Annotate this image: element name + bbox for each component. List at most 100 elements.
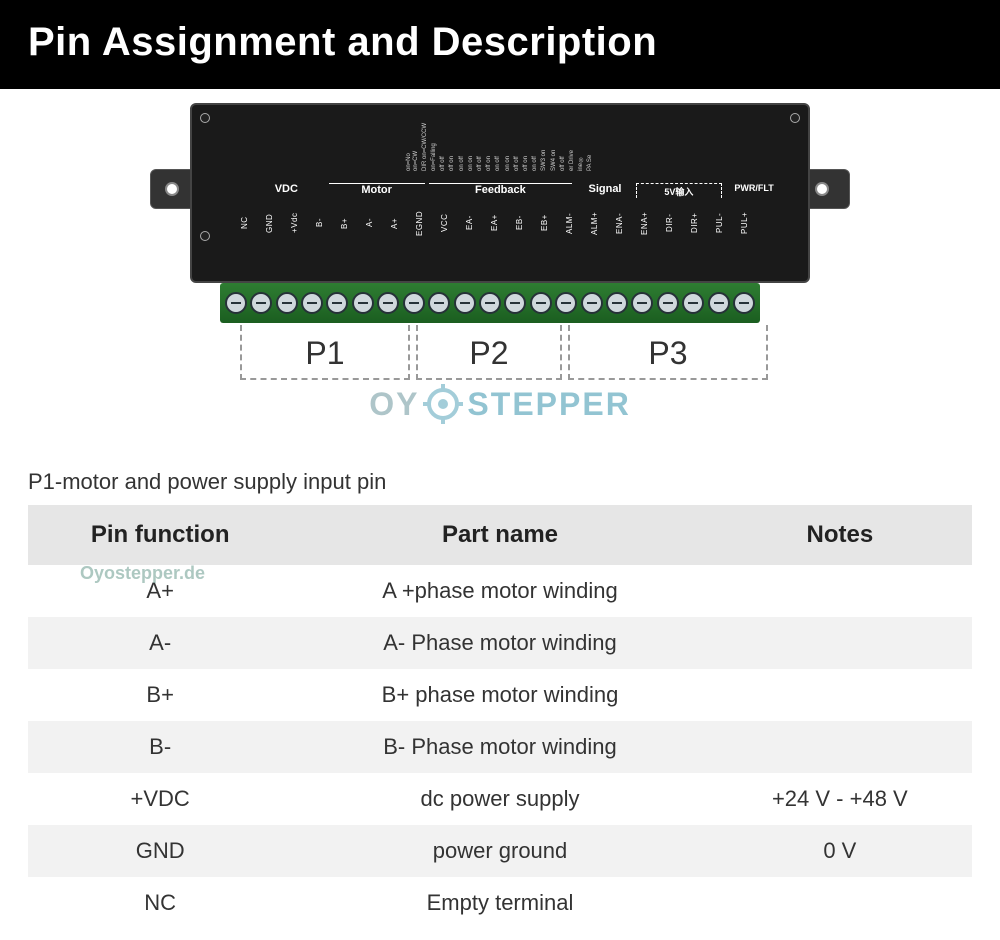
bracket-row: P1 P2 P3 [240, 325, 810, 380]
pin-label: ENA- [615, 203, 639, 243]
terminal-screw [581, 292, 603, 314]
pin-label: EB- [515, 203, 539, 243]
col-notes: Notes [708, 505, 972, 565]
col-pin-function: Pin function [28, 505, 292, 565]
pin-label: A- [365, 203, 389, 243]
terminal-screw [403, 292, 425, 314]
pin-label: GND [265, 203, 289, 243]
cell-pin-function: A+ [28, 565, 292, 617]
terminal-screw [352, 292, 374, 314]
section-signal: Signal [576, 183, 634, 198]
terminal-screw [555, 292, 577, 314]
cell-pin-function: +VDC [28, 773, 292, 825]
table-row: NCEmpty terminal [28, 877, 972, 929]
pin-label: EGND [415, 203, 439, 243]
pin-label: NC [240, 203, 264, 243]
cell-part-name: A +phase motor winding [292, 565, 707, 617]
terminal-screw [530, 292, 552, 314]
terminal-block [220, 283, 760, 323]
table-subtitle: P1-motor and power supply input pin [0, 469, 1000, 505]
gear-icon [423, 384, 463, 424]
section-pwr: PWR/FLT [730, 183, 778, 198]
section-feedback: Feedback [429, 183, 573, 198]
terminal-screw [606, 292, 628, 314]
cell-pin-function: B+ [28, 669, 292, 721]
terminal-screw [301, 292, 323, 314]
cell-pin-function: NC [28, 877, 292, 929]
watermark-stepper: STEPPER [467, 386, 630, 423]
cell-pin-function: B- [28, 721, 292, 773]
cell-part-name: power ground [292, 825, 707, 877]
terminal-screw [682, 292, 704, 314]
driver-board: on=Noon=CW DIR on=CW/CCW on=Falling off … [190, 103, 810, 283]
page-header: Pin Assignment and Description [0, 0, 1000, 89]
table-header-row: Pin function Part name Notes [28, 505, 972, 565]
bracket-p3: P3 [568, 325, 768, 380]
terminal-screw [733, 292, 755, 314]
terminal-screw [657, 292, 679, 314]
table-row: GNDpower ground0 V [28, 825, 972, 877]
cell-part-name: B- Phase motor winding [292, 721, 707, 773]
cell-part-name: dc power supply [292, 773, 707, 825]
section-motor: Motor [329, 183, 425, 198]
terminal-screw [454, 292, 476, 314]
terminal-screw [631, 292, 653, 314]
terminal-screw [326, 292, 348, 314]
terminal-screw [377, 292, 399, 314]
cell-notes [708, 669, 972, 721]
pin-label: DIR- [665, 203, 689, 243]
pin-label: B- [315, 203, 339, 243]
bracket-p2: P2 [416, 325, 562, 380]
section-5v: 5V输入 [636, 183, 722, 198]
terminal-screw [479, 292, 501, 314]
terminal-screw [708, 292, 730, 314]
pin-label: DIR+ [690, 203, 714, 243]
pin-labels-row: NCGND+VdcB-B+A-A+EGNDVCCEA-EA+EB-EB+ALM-… [192, 203, 808, 243]
bracket-p1: P1 [240, 325, 410, 380]
pin-label: PUL+ [740, 203, 764, 243]
table-row: A+A +phase motor winding [28, 565, 972, 617]
page-title: Pin Assignment and Description [28, 20, 972, 65]
dip-switch-area: on=Noon=CW DIR on=CW/CCW on=Falling off … [192, 105, 808, 175]
table-row: A-A- Phase motor winding [28, 617, 972, 669]
cell-notes: +24 V - +48 V [708, 773, 972, 825]
cell-pin-function: GND [28, 825, 292, 877]
cell-notes: 0 V [708, 825, 972, 877]
table-row: B+B+ phase motor winding [28, 669, 972, 721]
watermark-logo: OY STEPPER [369, 384, 631, 424]
cell-part-name: B+ phase motor winding [292, 669, 707, 721]
cell-pin-function: A- [28, 617, 292, 669]
terminal-screw [276, 292, 298, 314]
section-labels: VDC Motor Feedback Signal 5V输入 PWR/FLT [192, 183, 808, 198]
pin-label: EB+ [540, 203, 564, 243]
col-part-name: Part name [292, 505, 707, 565]
bracket-p3-label: P3 [644, 335, 691, 372]
pin-label: VCC [440, 203, 464, 243]
watermark-oy: OY [369, 386, 419, 423]
bracket-p2-label: P2 [465, 335, 512, 372]
pin-label: PUL- [715, 203, 739, 243]
pin-label: +Vdc [290, 203, 314, 243]
cell-notes [708, 877, 972, 929]
cell-notes [708, 617, 972, 669]
pin-label: ENA+ [640, 203, 664, 243]
terminal-screw [428, 292, 450, 314]
cell-notes [708, 565, 972, 617]
bracket-p1-label: P1 [301, 335, 348, 372]
pin-label: EA- [465, 203, 489, 243]
section-vdc: VDC [248, 183, 325, 198]
pin-label: ALM+ [590, 203, 614, 243]
pin-label: B+ [340, 203, 364, 243]
pin-label: ALM- [565, 203, 589, 243]
terminal-screw [225, 292, 247, 314]
table-row: +VDCdc power supply+24 V - +48 V [28, 773, 972, 825]
pin-table: Pin function Part name Notes A+A +phase … [28, 505, 972, 929]
terminal-screw [504, 292, 526, 314]
table-row: B-B- Phase motor winding [28, 721, 972, 773]
terminal-screw [250, 292, 272, 314]
cell-notes [708, 721, 972, 773]
pin-label: A+ [390, 203, 414, 243]
device-illustration: on=Noon=CW DIR on=CW/CCW on=Falling off … [0, 89, 1000, 469]
cell-part-name: Empty terminal [292, 877, 707, 929]
cell-part-name: A- Phase motor winding [292, 617, 707, 669]
